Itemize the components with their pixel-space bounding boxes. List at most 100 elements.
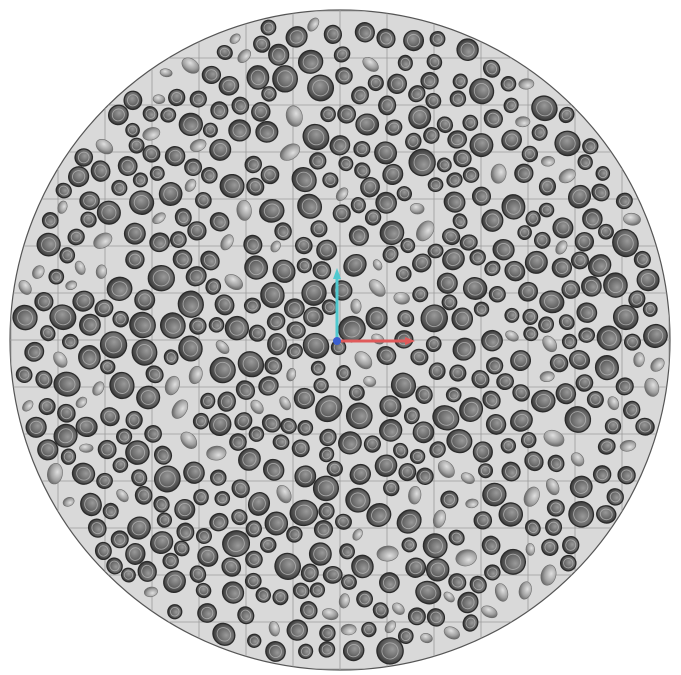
particle: [524, 250, 548, 274]
particle: [323, 24, 342, 44]
chain-bead: [350, 298, 362, 314]
particle: [481, 209, 504, 232]
particle: [335, 67, 353, 85]
particle: [558, 106, 575, 124]
particle: [283, 298, 305, 319]
particle: [307, 74, 335, 102]
chain-bead: [335, 187, 349, 202]
particle: [248, 324, 266, 342]
particle: [429, 30, 446, 47]
particle: [564, 406, 592, 433]
particle: [482, 482, 507, 507]
chain-bead: [237, 49, 251, 63]
particle: [574, 231, 595, 252]
chain-bead: [279, 143, 301, 161]
particle: [209, 512, 229, 532]
particle: [425, 558, 450, 582]
particle: [635, 417, 655, 436]
particle: [214, 294, 235, 316]
particle: [403, 29, 425, 52]
particle: [500, 438, 517, 454]
particle: [595, 166, 611, 181]
particle: [169, 231, 187, 249]
particle: [253, 35, 271, 53]
chain-bead: [362, 56, 379, 72]
particle: [319, 446, 335, 463]
particle: [189, 317, 207, 335]
particle: [247, 492, 271, 516]
chain-bead: [206, 445, 227, 461]
particle: [291, 439, 310, 458]
particle: [301, 280, 327, 306]
particle: [99, 331, 128, 359]
particle: [322, 565, 343, 584]
z-axis-origin: [333, 337, 341, 345]
particle: [341, 574, 357, 590]
particle: [106, 557, 123, 575]
chain-bead: [188, 365, 203, 385]
particle: [315, 395, 343, 423]
chain-bead: [75, 396, 88, 408]
chain-bead: [443, 591, 455, 603]
particle: [292, 582, 310, 599]
particle: [164, 146, 186, 167]
particle: [261, 86, 277, 102]
particle: [436, 157, 452, 173]
particle: [102, 502, 119, 520]
particle: [298, 643, 314, 660]
axis-gizmo[interactable]: [333, 268, 415, 345]
particle: [379, 572, 400, 594]
particle: [310, 220, 328, 238]
particle: [218, 75, 240, 96]
chain-bead: [268, 621, 280, 637]
particle: [237, 606, 255, 625]
particle: [293, 387, 315, 410]
particle: [384, 119, 403, 136]
chain-bead: [650, 357, 665, 372]
particle: [231, 509, 248, 526]
particle: [260, 19, 277, 36]
particle: [612, 304, 639, 331]
particle: [67, 228, 85, 246]
particle: [303, 306, 324, 327]
particle: [111, 179, 128, 196]
particle: [353, 141, 371, 158]
particle: [308, 542, 332, 566]
chain-bead: [543, 429, 565, 447]
particle: [294, 465, 317, 488]
particle: [500, 76, 517, 92]
particle: [297, 193, 323, 219]
particle: [296, 258, 312, 274]
particle: [61, 333, 79, 350]
particle: [202, 122, 218, 138]
particle: [48, 268, 65, 285]
chain-bead: [408, 485, 422, 505]
particle: [459, 234, 478, 251]
chain-bead: [47, 462, 63, 485]
particle: [302, 332, 330, 359]
particle: [37, 439, 59, 461]
particle: [247, 633, 262, 648]
particle: [251, 102, 271, 122]
chain-bead: [270, 240, 281, 253]
particle: [274, 552, 301, 581]
particle: [214, 490, 231, 507]
particle: [79, 313, 101, 336]
particle: [127, 516, 151, 540]
particle: [231, 479, 250, 499]
particle: [235, 380, 256, 400]
particle: [244, 155, 263, 174]
particle: [397, 54, 413, 72]
particle: [409, 449, 426, 464]
particle: [568, 350, 591, 370]
particle: [383, 479, 400, 497]
chain-bead: [307, 17, 320, 32]
chain-bead: [152, 94, 166, 105]
particle: [149, 531, 174, 555]
particle: [208, 317, 225, 333]
particle: [260, 165, 280, 185]
particle: [286, 321, 306, 339]
particle: [125, 122, 140, 138]
particle: [415, 580, 442, 605]
